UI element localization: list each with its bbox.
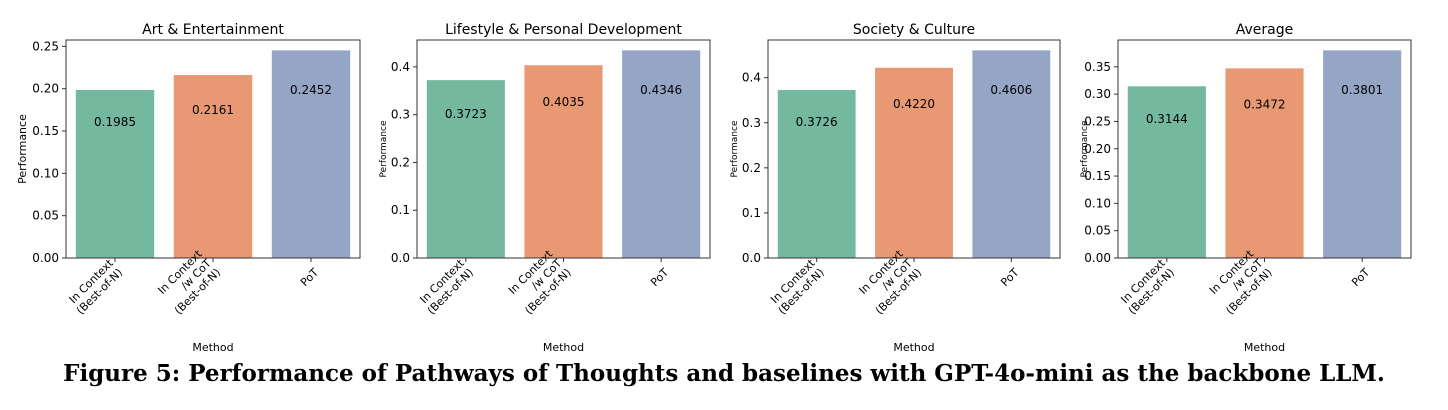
- data-label: 0.2161: [192, 103, 234, 117]
- figure-panels: 0.19850.21610.24520.000.050.100.150.200.…: [16, 22, 1412, 354]
- data-label: 0.4346: [640, 83, 682, 97]
- y-tick-label: 0.35: [1084, 60, 1111, 74]
- data-label: 0.3723: [445, 107, 487, 121]
- x-axis-label: Method: [893, 341, 934, 354]
- bar: [1225, 68, 1304, 258]
- chart-panel-4: 0.3144 0.3472 0.3801 0.00 0.05 0.10 0.15 0.20 0.…: [1080, 22, 1412, 354]
- data-label: 0.4035: [543, 95, 585, 109]
- x-tick-label: PoT: [998, 266, 1021, 289]
- x-axis-label: Method: [543, 341, 584, 354]
- x-tick-label-line: PoT: [648, 266, 671, 289]
- data-label: 0.4606: [990, 83, 1032, 97]
- bar: [75, 89, 155, 258]
- y-tick-label: 0.15: [32, 124, 59, 138]
- y-tick-label: 0.1: [742, 206, 761, 220]
- y-tick-label: 0.4: [742, 71, 761, 85]
- bar: [524, 65, 603, 258]
- y-tick-label: 0.05: [1084, 224, 1111, 238]
- x-tick-label: In Context(Best-of-N): [416, 256, 477, 317]
- bar: [271, 50, 351, 258]
- y-tick-label: 0.05: [32, 209, 59, 223]
- y-tick-label: 0.00: [32, 251, 59, 265]
- data-label: 0.4220: [893, 97, 935, 111]
- chart-title: Lifestyle & Personal Development: [445, 22, 682, 38]
- y-tick-label: 0.00: [1084, 251, 1111, 265]
- y-tick-label: 0.0: [391, 251, 410, 265]
- y-tick-label: 0.0: [742, 251, 761, 265]
- y-tick-label: 0.30: [1084, 87, 1111, 101]
- x-tick-label: In Context(Best-of-N): [766, 256, 827, 317]
- x-axis-label: Method: [1244, 341, 1285, 354]
- bar: [777, 90, 856, 258]
- bar: [1323, 50, 1402, 258]
- bar: [426, 80, 505, 258]
- y-axis-label: Performance: [730, 120, 740, 177]
- y-tick-label: 0.15: [1084, 169, 1111, 183]
- x-tick-label: PoT: [648, 266, 671, 289]
- y-tick-label: 0.25: [32, 39, 59, 53]
- x-tick-label: In Context(Best-of-N): [65, 256, 126, 317]
- data-label: 0.3472: [1244, 97, 1286, 111]
- bar: [173, 75, 253, 259]
- y-tick-label: 0.25: [1084, 114, 1111, 128]
- y-tick-label: 0.2: [391, 155, 410, 169]
- y-tick-label: 0.4: [391, 60, 410, 74]
- y-tick-label: 0.3: [391, 108, 410, 122]
- y-tick-label: 0.2: [742, 161, 761, 175]
- y-tick-label: 0.3: [742, 116, 761, 130]
- bar: [875, 67, 953, 258]
- data-label: 0.3801: [1341, 83, 1383, 97]
- data-label: 0.3726: [796, 115, 838, 129]
- chart-title: Art & Entertainment: [142, 22, 284, 38]
- y-axis-label: Performance: [16, 114, 29, 184]
- y-tick-label: 0.20: [1084, 142, 1111, 156]
- y-axis-label: Performance: [1080, 120, 1090, 177]
- chart-title: Average: [1236, 22, 1294, 38]
- data-label: 0.2452: [290, 83, 332, 97]
- chart-panel-2: 0.3723 0.4035 0.4346 0.0 0.1 0.2 0.3 0.4 In Cont…: [379, 22, 711, 354]
- x-tick-label: PoT: [298, 266, 321, 289]
- x-tick-label-line: PoT: [998, 266, 1021, 289]
- data-label: 0.1985: [94, 115, 136, 129]
- x-tick-label-line: PoT: [1349, 266, 1372, 289]
- figure-caption: Figure 5: Performance of Pathways of Tho…: [63, 360, 1385, 387]
- x-axis-label: Method: [192, 341, 233, 354]
- bar: [1127, 86, 1206, 258]
- chart-panel-1: 0.1985 0.2161 0.2452 0.00 0.05 0.10 0.15 0.20 0.…: [16, 22, 361, 354]
- x-tick-label: PoT: [1349, 266, 1372, 289]
- chart-panel-3: 0.3726 0.4220 0.4606 0.0 0.1 0.2 0.3 0.4 In Cont…: [730, 22, 1061, 354]
- x-tick-label-line: PoT: [298, 266, 321, 289]
- x-tick-label: In Context(Best-of-N): [1117, 256, 1178, 317]
- y-tick-label: 0.10: [1084, 196, 1111, 210]
- y-tick-label: 0.10: [32, 166, 59, 180]
- y-tick-label: 0.1: [391, 203, 410, 217]
- y-tick-label: 0.20: [32, 82, 59, 96]
- bar: [622, 50, 701, 258]
- chart-title: Society & Culture: [853, 22, 975, 38]
- y-axis-label: Performance: [379, 120, 389, 177]
- data-label: 0.3144: [1146, 112, 1188, 126]
- bar: [972, 50, 1051, 258]
